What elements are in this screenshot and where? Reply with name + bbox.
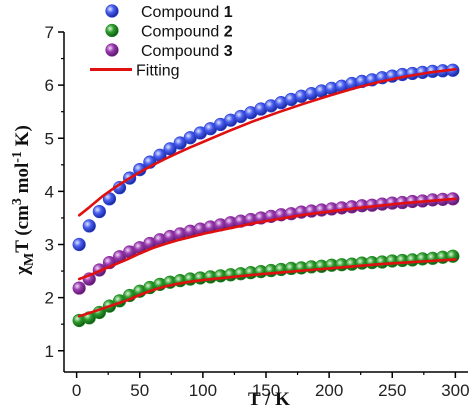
- data-point: [92, 204, 106, 219]
- legend-label: Compound 1: [141, 4, 233, 21]
- y-axis-title: χMT (cm3 mol-1 K): [10, 125, 37, 276]
- series-compound-2: [72, 249, 460, 328]
- y-tick-label: 2: [45, 289, 54, 308]
- x-tick-label: 100: [189, 381, 217, 400]
- data-markers: [72, 63, 460, 328]
- legend-label: Fitting: [136, 63, 180, 80]
- x-tick-label: 150: [252, 381, 280, 400]
- legend-label: Compound 3: [141, 43, 233, 60]
- y-axis-ticks: 1 2 3 4 5 6 7: [45, 23, 64, 361]
- y-tick-label: 5: [45, 129, 54, 148]
- y-axis-title-mol: mol: [12, 163, 33, 198]
- data-point: [72, 281, 86, 295]
- data-point: [82, 219, 96, 233]
- y-axis-title-sub: M: [22, 253, 37, 266]
- fit-lines: [77, 67, 457, 318]
- y-axis-title-k: K): [12, 125, 33, 151]
- legend-item: Fitting: [90, 63, 180, 80]
- fit-line-1: [77, 67, 457, 217]
- x-axis-ticks: 0 50 100 150 200 250 300: [72, 372, 470, 400]
- y-tick-label: 4: [45, 182, 54, 201]
- y-axis-title-chi: χ: [12, 266, 33, 276]
- x-axis-title: T / K: [248, 389, 290, 410]
- fit-line-3: [77, 197, 457, 281]
- x-tick-label: 50: [130, 381, 149, 400]
- series-compound-1: [72, 63, 460, 252]
- legend-item: Compound 1: [105, 4, 233, 21]
- x-tick-label: 250: [378, 381, 406, 400]
- legend-marker: [105, 23, 119, 38]
- y-tick-label: 7: [45, 23, 54, 42]
- legend-marker: [105, 43, 119, 57]
- legend-item: Compound 3: [105, 43, 233, 60]
- y-tick-label: 6: [45, 76, 54, 95]
- data-point: [163, 142, 177, 156]
- y-axis-title-t: T (cm: [12, 205, 33, 253]
- y-axis-title-supm1: -1: [10, 151, 25, 163]
- x-tick-label: 0: [72, 381, 81, 400]
- y-tick-label: 1: [45, 342, 54, 361]
- legend-label: Compound 2: [141, 24, 233, 41]
- legend: Compound 1 Compound 2 Compound 3 Fitting: [90, 4, 233, 80]
- x-tick-label: 200: [315, 381, 343, 400]
- data-point: [72, 237, 86, 252]
- y-tick-label: 3: [45, 236, 54, 255]
- y-axis-title-sup3: 3: [10, 198, 25, 205]
- legend-item: Compound 2: [105, 23, 233, 41]
- fit-line-2: [77, 258, 457, 318]
- x-tick-label: 300: [441, 381, 469, 400]
- series-compound-3: [72, 192, 460, 295]
- legend-marker: [105, 4, 119, 18]
